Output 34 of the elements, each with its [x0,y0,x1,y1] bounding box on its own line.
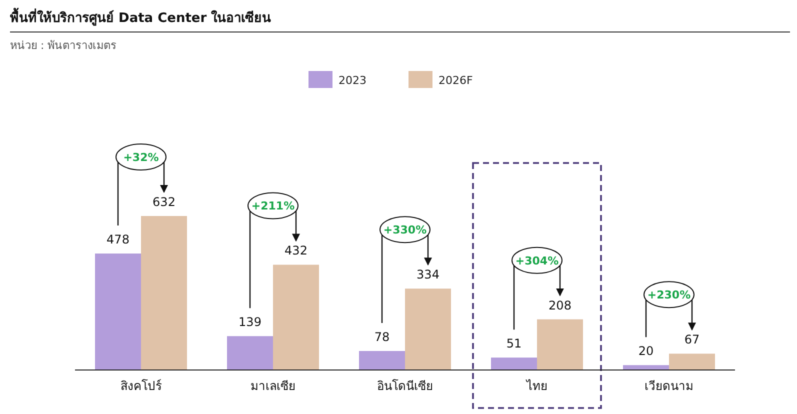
bar [669,354,715,370]
data-label: 51 [506,336,522,351]
data-label: 139 [238,315,262,330]
data-label: 78 [374,330,390,344]
bar [405,288,451,370]
bar [273,264,319,370]
x-tick-label: สิงคโปร์ [120,379,162,393]
data-label: 432 [284,244,308,258]
legend-label: 2026F [438,74,473,87]
bar [623,365,669,370]
bar [95,254,141,370]
data-label: 478 [106,232,130,247]
data-label: 20 [638,344,654,358]
legend-label: 2023 [338,74,366,87]
bar [491,358,537,370]
chart-title: พื้นที่ให้บริการศูนย์ Data Center ในอาเซียน [10,7,272,26]
annotation: +230% [647,288,691,302]
x-tick-label: ไทย [526,379,548,393]
data-label: 67 [684,332,700,347]
chart-subtitle: หน่วย : พันตารางเมตร [10,39,117,52]
annotation: +330% [383,224,427,237]
annotation: +304% [515,254,559,268]
bar [141,216,187,370]
bar [537,319,583,370]
data-label: 334 [416,268,440,282]
bar [359,350,405,370]
x-tick-label: มาเลเซีย [250,379,296,393]
x-tick-label: อินโดนีเซีย [377,379,433,393]
text: +211% [251,200,295,213]
text: +32% [123,151,159,164]
data-label: 208 [548,298,572,312]
bar [227,336,273,370]
data-label: 632 [152,195,176,209]
x-tick-label: เวียดนาม [644,379,694,393]
